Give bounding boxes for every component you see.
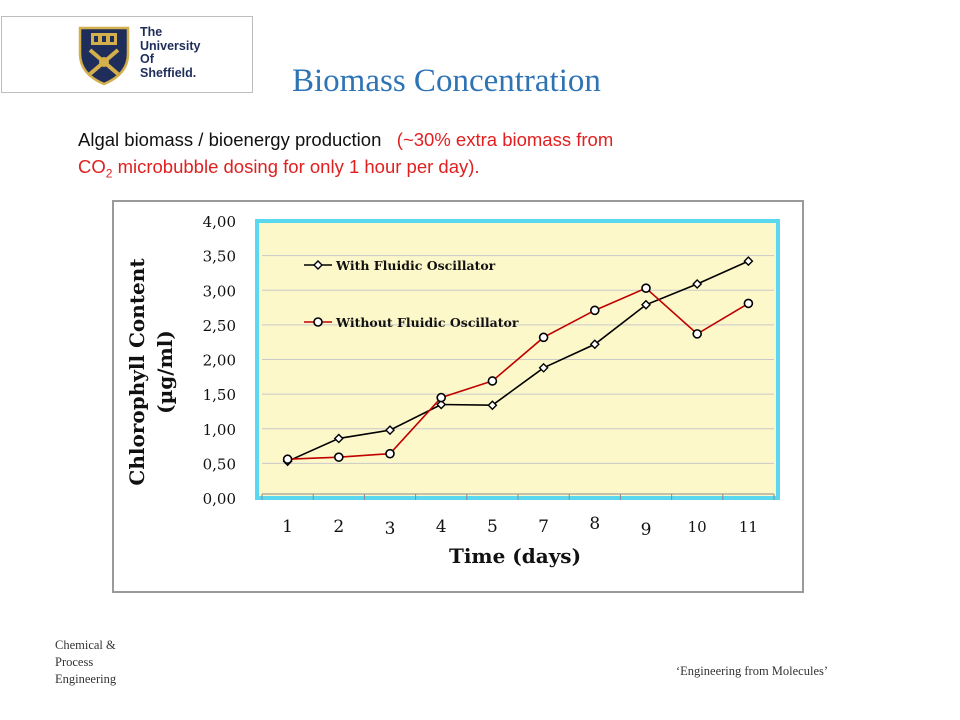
data-point — [641, 283, 651, 293]
data-point — [538, 332, 549, 343]
x-tick-label: 2 — [333, 517, 344, 537]
footer-line: Chemical & — [55, 638, 116, 652]
data-point — [487, 400, 498, 411]
y-axis-unit-label: (µg/ml) — [153, 330, 177, 414]
data-point — [436, 399, 447, 410]
legend-marker — [313, 317, 323, 327]
data-point — [589, 339, 600, 350]
x-tick-label: 4 — [436, 517, 447, 537]
y-tick-label: 0,00 — [203, 490, 236, 508]
data-point — [436, 392, 447, 403]
series-line — [287, 287, 749, 461]
footer-line: Engineering — [55, 672, 117, 686]
y-tick-label: 4,00 — [203, 213, 236, 231]
y-axis-label: Chlorophyll Content — [125, 258, 149, 486]
data-point — [692, 279, 703, 290]
footer-tagline: ‘Engineering from Molecules’ — [676, 664, 829, 678]
chlorophyll-chart: 0,00 0,50 1,00 1,50 2,00 2,50 3,00 3,50 4,00 1 2 3 4… — [125, 213, 780, 568]
data-point — [743, 298, 754, 309]
y-tick-label: 2,50 — [203, 317, 236, 335]
logo-line: Of — [140, 52, 154, 66]
x-tick-label: 10 — [688, 518, 707, 536]
legend-label: Without Fluidic Oscillator — [335, 315, 519, 330]
shield-crest-icon — [78, 26, 130, 86]
data-point — [487, 376, 498, 386]
subtitle-note: (~30% extra biomass from CO2 microbubble … — [78, 129, 614, 181]
logo-line: University — [140, 38, 201, 53]
x-tick-label: 5 — [487, 517, 498, 537]
logo-line: The — [140, 25, 163, 39]
y-tick-label: 2,00 — [203, 352, 236, 370]
x-tick-label: 7 — [538, 517, 549, 537]
y-tick-label: 3,50 — [203, 248, 236, 266]
slide-title: Biomass Concentration — [292, 63, 601, 99]
x-tick-label: 11 — [739, 518, 758, 536]
university-logo: The University Of Sheffield. — [1, 16, 253, 93]
y-tick-label: 0,50 — [203, 455, 236, 473]
x-tick-label: 1 — [282, 517, 293, 537]
x-tick-label: 3 — [385, 519, 396, 539]
subtitle-note-part: (~30% extra biomass from — [396, 129, 614, 150]
data-point — [334, 452, 344, 462]
logo-line: Sheffield. — [140, 65, 197, 80]
university-name: The University Of Sheffield. — [140, 25, 201, 80]
data-point — [333, 433, 344, 444]
subtitle-co-subscript: 2 — [105, 166, 113, 181]
y-tick-label: 3,00 — [203, 282, 236, 300]
x-tick-label: 9 — [641, 520, 652, 540]
y-tick-label: 1,50 — [203, 386, 236, 404]
data-point — [385, 448, 395, 459]
x-tick-label: 8 — [589, 514, 600, 534]
data-point — [282, 454, 293, 465]
data-point — [538, 362, 549, 373]
data-point — [692, 329, 703, 339]
slide-subtitle: Algal biomass / bioenergy production (~3… — [78, 126, 778, 188]
data-point — [589, 305, 600, 316]
subtitle-note-part: microbubble dosing for only 1 hour per d… — [112, 156, 480, 177]
footer-department: Chemical & Process Engineering — [55, 637, 116, 688]
data-point — [743, 256, 754, 267]
data-point — [641, 299, 651, 310]
subtitle-co: CO — [78, 156, 106, 177]
legend-label: With Fluidic Oscillator — [335, 258, 496, 273]
x-axis-label: Time (days) — [449, 544, 581, 568]
subtitle-main: Algal biomass / bioenergy production — [78, 129, 382, 150]
footer-line: Process — [55, 655, 94, 669]
y-tick-label: 1,00 — [203, 421, 236, 439]
data-point — [385, 425, 395, 436]
series-line — [287, 260, 749, 463]
chart-frame: 0,00 0,50 1,00 1,50 2,00 2,50 3,00 3,50 4,00 1 2 3 4… — [112, 200, 804, 593]
legend-marker — [313, 260, 323, 270]
